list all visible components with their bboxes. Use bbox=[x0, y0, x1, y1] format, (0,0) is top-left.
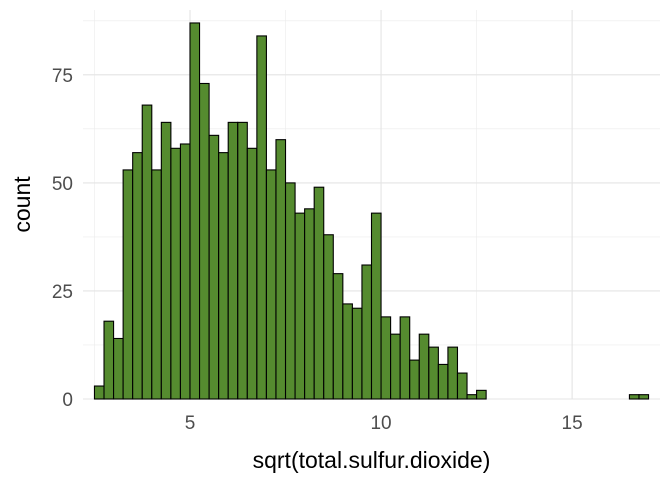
histogram-bar bbox=[170, 147, 181, 400]
histogram-bar bbox=[313, 186, 325, 400]
y-axis-title: count bbox=[9, 176, 35, 233]
histogram-bar bbox=[256, 35, 267, 400]
x-tick-label: 10 bbox=[370, 413, 391, 434]
histogram-bar bbox=[103, 320, 115, 400]
histogram-bar bbox=[113, 337, 124, 400]
x-tick-label: 15 bbox=[562, 413, 583, 434]
histogram-bar bbox=[237, 121, 248, 400]
histogram-bar bbox=[294, 212, 306, 400]
histogram-bar bbox=[179, 143, 191, 400]
histogram-bar bbox=[93, 385, 105, 400]
y-tick-label: 25 bbox=[52, 282, 73, 303]
histogram-bar bbox=[476, 389, 487, 400]
histogram-bar bbox=[265, 169, 277, 400]
histogram-bar bbox=[466, 394, 478, 400]
histogram-bar bbox=[275, 139, 287, 400]
histogram-bar bbox=[390, 333, 401, 400]
y-tick-label: 50 bbox=[52, 174, 73, 195]
histogram-bar bbox=[418, 333, 430, 400]
x-axis-title: sqrt(total.sulfur.dioxide) bbox=[253, 447, 491, 473]
y-tick-label: 75 bbox=[52, 66, 73, 87]
histogram-bar bbox=[380, 316, 392, 400]
histogram-bar bbox=[246, 147, 258, 400]
histogram-bar bbox=[437, 363, 449, 400]
histogram-bar bbox=[399, 316, 411, 400]
histogram-bar bbox=[351, 307, 363, 400]
histogram-bar bbox=[132, 152, 143, 400]
histogram-bar bbox=[218, 152, 229, 400]
histogram-bar bbox=[638, 394, 650, 400]
histogram-bar bbox=[284, 182, 296, 400]
tick-labels: 5 10 15 0 25 50 75 bbox=[52, 66, 583, 434]
histogram-bar bbox=[428, 346, 439, 400]
histogram-bar bbox=[323, 234, 334, 400]
histogram-bar bbox=[198, 82, 210, 400]
bars bbox=[93, 22, 650, 400]
histogram-bar bbox=[409, 359, 420, 400]
histogram-bar bbox=[122, 169, 134, 400]
histogram-bar bbox=[151, 169, 162, 400]
histogram-bar bbox=[160, 121, 172, 400]
histogram-bar bbox=[141, 104, 153, 400]
histogram-bar bbox=[456, 372, 468, 400]
histogram-bar bbox=[361, 264, 373, 400]
histogram-bar bbox=[227, 121, 239, 400]
histogram-bar bbox=[370, 212, 382, 400]
histogram-bar bbox=[342, 303, 353, 400]
histogram-bar bbox=[628, 394, 640, 400]
y-tick-label: 0 bbox=[62, 390, 73, 411]
x-tick-label: 5 bbox=[185, 413, 196, 434]
histogram-bar bbox=[332, 273, 344, 400]
histogram-bar bbox=[304, 208, 315, 400]
histogram-bar bbox=[189, 22, 201, 400]
histogram-bar bbox=[208, 134, 220, 400]
histogram-bar bbox=[447, 346, 459, 400]
